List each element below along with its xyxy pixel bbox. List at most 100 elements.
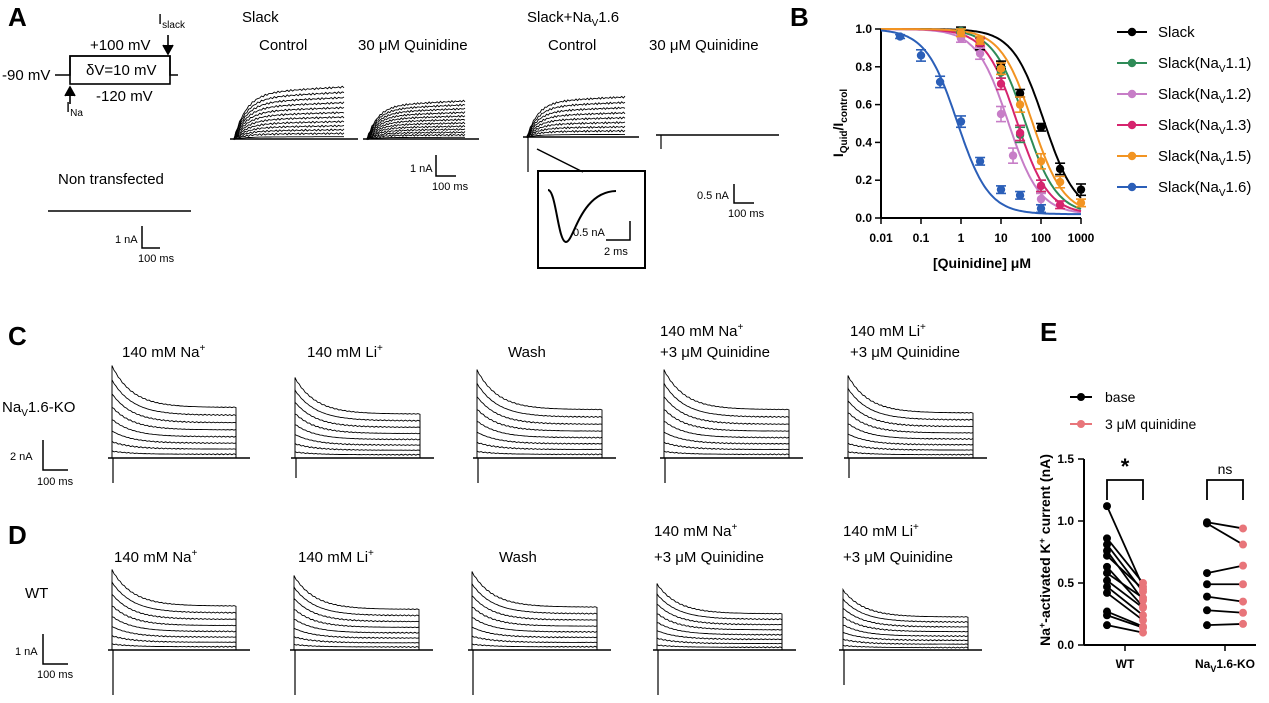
legend-marker xyxy=(1127,58,1137,68)
current-trace xyxy=(233,85,345,140)
y-tick-label: 0.2 xyxy=(855,173,872,187)
current-trace xyxy=(233,136,344,140)
slack-nav-control-label: Control xyxy=(548,37,596,54)
svg-text:1 nA: 1 nA xyxy=(15,646,38,658)
current-trace xyxy=(294,401,421,458)
data-point xyxy=(1055,200,1065,209)
base-point xyxy=(1103,502,1111,511)
v-hold-label: -90 mV xyxy=(2,67,50,84)
svg-text:1 nA: 1 nA xyxy=(410,163,433,175)
current-trace xyxy=(293,635,420,650)
legend-label: Slack(NaV1.2) xyxy=(1158,86,1251,106)
paired-line xyxy=(1106,614,1144,629)
significance-bracket xyxy=(1106,479,1144,500)
panel-b-letter: B xyxy=(790,2,809,32)
svg-text:100 ms: 100 ms xyxy=(37,476,74,488)
current-trace xyxy=(526,95,626,137)
condition-label: Wash xyxy=(508,344,546,361)
paired-line xyxy=(1206,623,1244,627)
svg-text:0.5 nA: 0.5 nA xyxy=(697,190,729,202)
panel-d-scalebar: 1 nA 100 ms xyxy=(15,634,74,681)
i-na-label: INa xyxy=(66,99,83,119)
panel-c-traces-na-quin xyxy=(660,369,803,483)
condition-label-line2: +3 μM Quinidine xyxy=(654,549,764,566)
inset-na-trace xyxy=(547,189,617,244)
svg-text:1 nA: 1 nA xyxy=(115,234,138,246)
current-trace xyxy=(111,449,237,458)
current-trace xyxy=(366,118,466,139)
current-trace xyxy=(111,625,237,650)
data-point xyxy=(1055,177,1065,187)
x-tick-label: WT xyxy=(1116,657,1135,671)
panel-c-traces-li xyxy=(291,377,434,478)
y-tick-label: 1.0 xyxy=(855,22,872,36)
current-trace xyxy=(111,569,237,650)
paired-line xyxy=(1106,505,1144,588)
inset-scalebar xyxy=(606,221,631,241)
data-point xyxy=(1036,123,1046,132)
panel-d-condition-labels: 140 mM Na+ 140 mM Li+ Wash 140 mM Na+ +3 μM … xyxy=(114,522,953,566)
current-trace xyxy=(111,593,237,650)
current-trace xyxy=(663,408,790,458)
slack-nav-title: Slack+NaV1.6 xyxy=(527,9,619,29)
slack-control-traces xyxy=(230,85,358,141)
current-trace xyxy=(656,622,783,650)
current-trace xyxy=(366,136,465,140)
panel-e-paired-lines xyxy=(1106,505,1244,634)
current-trace xyxy=(842,616,969,650)
x-tick-label: NaV1.6-KO xyxy=(1195,657,1255,674)
current-trace xyxy=(366,111,466,139)
panel-a-letter: A xyxy=(8,2,27,32)
paired-line xyxy=(1106,550,1144,601)
current-trace xyxy=(111,392,237,458)
data-point xyxy=(935,77,945,87)
current-trace xyxy=(842,587,969,650)
non-transfected-title: Non transfected xyxy=(58,171,164,188)
current-trace xyxy=(366,114,466,139)
y-tick-label: 1.0 xyxy=(1057,514,1074,528)
paired-line xyxy=(1206,564,1244,574)
base-point xyxy=(1203,621,1211,630)
current-trace xyxy=(366,124,466,141)
current-trace xyxy=(233,131,345,140)
current-trace xyxy=(663,382,790,458)
condition-label: 140 mM Li+ xyxy=(843,522,919,540)
legend-label: 3 μM quinidine xyxy=(1105,416,1197,432)
current-trace xyxy=(233,128,345,140)
current-trace xyxy=(847,450,974,458)
current-trace xyxy=(476,369,603,458)
panel-b-points xyxy=(895,26,1086,214)
current-trace xyxy=(476,395,603,458)
panel-b-chart: B 0.01 0.1 1 10 100 1000 0.0 0.2 0.4 0.6 0.8 1.0 [Q… xyxy=(790,2,1251,271)
legend-marker xyxy=(1127,27,1137,37)
base-point xyxy=(1103,562,1111,571)
current-trace xyxy=(526,106,626,137)
data-point xyxy=(1055,164,1065,174)
panel-c-traces-na xyxy=(108,365,250,483)
current-trace xyxy=(656,603,783,650)
current-trace xyxy=(111,406,237,458)
condition-label-line2: +3 μM Quinidine xyxy=(660,344,770,361)
current-trace xyxy=(471,594,598,650)
legend-label: Slack(NaV1.5) xyxy=(1158,148,1251,168)
base-point xyxy=(1203,519,1211,528)
current-trace xyxy=(294,424,421,458)
panel-c-condition-labels: 140 mM Na+ 140 mM Li+ Wash 140 mM Na+ +3 μM … xyxy=(122,322,960,361)
panel-c: C NaV1.6-KO 140 mM Na+ 140 mM Li+ Wash140 … xyxy=(2,321,987,488)
current-trace xyxy=(471,571,598,650)
data-point xyxy=(1036,194,1046,204)
current-trace xyxy=(842,624,969,650)
current-trace xyxy=(293,597,420,650)
current-trace xyxy=(476,441,603,458)
current-trace xyxy=(847,375,974,458)
condition-label: 140 mM Na+ xyxy=(114,548,198,566)
current-trace xyxy=(526,125,626,138)
data-point xyxy=(996,64,1006,73)
y-tick-label: 0.8 xyxy=(855,60,872,74)
na-arrowhead xyxy=(64,85,76,97)
paired-line xyxy=(1106,624,1144,634)
y-tick-label: 0.4 xyxy=(855,135,872,149)
panel-b-xlabel: [Quinidine] μM xyxy=(933,255,1031,271)
current-trace xyxy=(366,103,466,141)
svg-text:100 ms: 100 ms xyxy=(37,669,74,681)
